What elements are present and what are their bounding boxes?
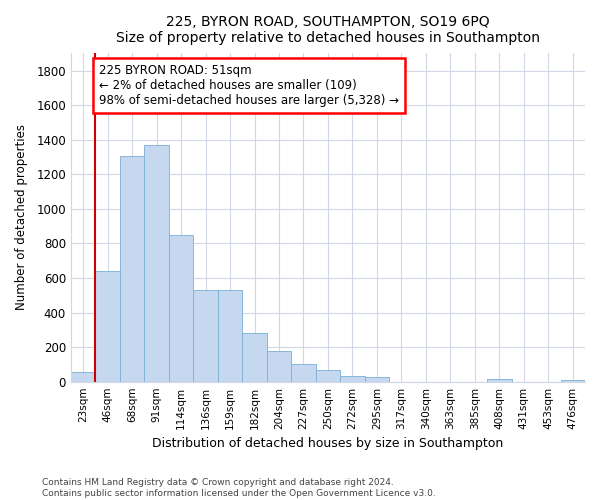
Y-axis label: Number of detached properties: Number of detached properties <box>15 124 28 310</box>
Bar <box>218 290 242 382</box>
Bar <box>365 378 389 382</box>
Bar <box>120 156 145 382</box>
Bar <box>316 370 340 382</box>
Bar <box>169 235 193 382</box>
Title: 225, BYRON ROAD, SOUTHAMPTON, SO19 6PQ
Size of property relative to detached hou: 225, BYRON ROAD, SOUTHAMPTON, SO19 6PQ S… <box>116 15 540 45</box>
Bar <box>560 380 585 382</box>
Bar <box>291 364 316 382</box>
Bar <box>71 372 95 382</box>
Bar <box>242 334 267 382</box>
Text: 225 BYRON ROAD: 51sqm
← 2% of detached houses are smaller (109)
98% of semi-deta: 225 BYRON ROAD: 51sqm ← 2% of detached h… <box>99 64 399 106</box>
Bar <box>267 350 291 382</box>
Bar <box>487 379 512 382</box>
Bar <box>145 145 169 382</box>
Bar <box>340 376 365 382</box>
Bar <box>193 290 218 382</box>
Bar <box>95 271 120 382</box>
X-axis label: Distribution of detached houses by size in Southampton: Distribution of detached houses by size … <box>152 437 503 450</box>
Text: Contains HM Land Registry data © Crown copyright and database right 2024.
Contai: Contains HM Land Registry data © Crown c… <box>42 478 436 498</box>
